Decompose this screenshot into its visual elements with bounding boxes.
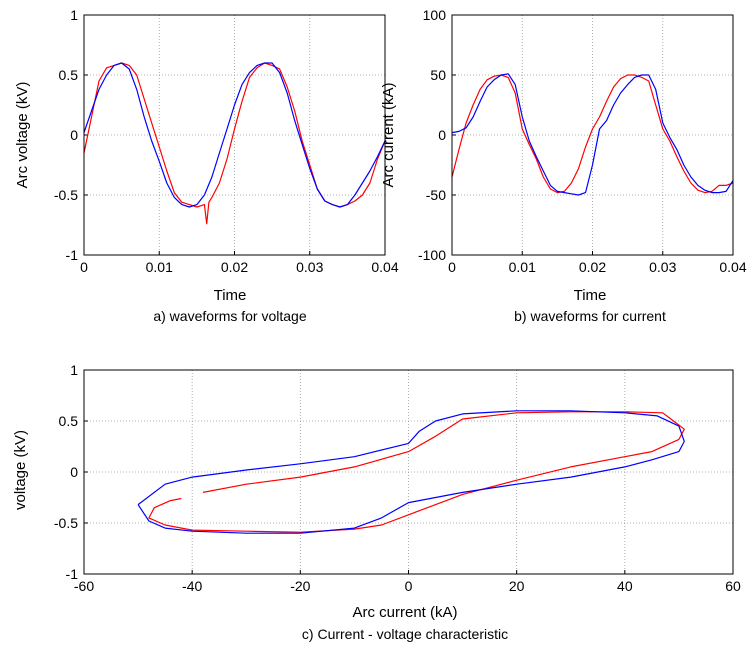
chart-a-xtick-label: 0.01 <box>146 259 173 275</box>
chart-c-plot-border <box>83 369 734 575</box>
chart-a-ytick-label: 0.5 <box>59 67 79 83</box>
chart-a-series-blue <box>83 62 386 208</box>
chart-a-ytick-label: -0.5 <box>54 187 78 203</box>
chart-b-ytick-label: -50 <box>426 187 446 203</box>
chart-a-plot-border <box>83 14 386 256</box>
chart-a-xtick-label: 0 <box>80 259 88 275</box>
chart-c-ytick-label: 1 <box>70 362 78 378</box>
chart-b-ytick-label: -100 <box>418 247 446 263</box>
chart-b-ytick-label: 0 <box>438 127 446 143</box>
current-waveform-chart: 0 0.01 0.02 0.03 0.04 100 50 0 -50 -100 <box>418 7 747 275</box>
chart-b-series-red <box>451 74 734 194</box>
chart-c-xtick-label: -40 <box>182 578 202 594</box>
chart-b-xtick-label: 0.01 <box>509 259 536 275</box>
chart-c-xlabel: Arc current (kA) <box>352 604 457 621</box>
chart-c-ytick-label: 0.5 <box>59 413 79 429</box>
chart-b-caption: b) waveforms for current <box>514 308 666 324</box>
chart-c-ytick-label: -1 <box>66 566 79 582</box>
chart-c-xtick-label: -60 <box>74 578 94 594</box>
current-voltage-characteristic-chart: -60 -40 -20 0 20 40 60 1 0.5 0 -0.5 -1 <box>54 362 741 594</box>
chart-b-xtick-label: 0 <box>448 259 456 275</box>
chart-b-xtick-label: 0.03 <box>649 259 676 275</box>
chart-b-ytick-label: 100 <box>423 7 447 23</box>
chart-c-xtick-label: 0 <box>405 578 413 594</box>
chart-a-caption: a) waveforms for voltage <box>153 308 306 324</box>
chart-a-ytick-label: -1 <box>66 247 79 263</box>
chart-c-series-red <box>148 411 685 533</box>
chart-b-xtick-label: 0.04 <box>719 259 746 275</box>
chart-a-xtick-label: 0.04 <box>371 259 398 275</box>
chart-c-ytick-label: -0.5 <box>54 515 78 531</box>
chart-b-plot-border <box>451 14 734 256</box>
chart-b-xtick-label: 0.02 <box>579 259 606 275</box>
chart-b-xlabel: Time <box>574 287 607 304</box>
chart-a-xlabel: Time <box>214 287 247 304</box>
chart-a-xtick-label: 0.02 <box>221 259 248 275</box>
chart-a-ytick-label: 1 <box>70 7 78 23</box>
chart-b-ylabel: Arc current (kA) <box>380 82 397 187</box>
chart-c-xtick-label: 60 <box>725 578 741 594</box>
chart-b-ytick-label: 50 <box>430 67 446 83</box>
chart-c-series-blue <box>137 410 685 534</box>
chart-c-xtick-label: 40 <box>617 578 633 594</box>
chart-b-series-blue <box>451 73 734 196</box>
chart-a-ytick-label: 0 <box>70 127 78 143</box>
chart-c-xtick-label: -20 <box>290 578 310 594</box>
chart-c-xtick-label: 20 <box>509 578 525 594</box>
chart-c-ytick-label: 0 <box>70 464 78 480</box>
chart-c-ylabel: voltage (kV) <box>12 430 29 510</box>
chart-a-xtick-label: 0.03 <box>296 259 323 275</box>
voltage-waveform-chart: 0 0.01 0.02 0.03 0.04 1 0.5 0 -0.5 -1 <box>54 7 399 275</box>
chart-a-ylabel: Arc voltage (kV) <box>14 82 31 189</box>
chart-c-caption: c) Current - voltage characteristic <box>302 626 508 642</box>
